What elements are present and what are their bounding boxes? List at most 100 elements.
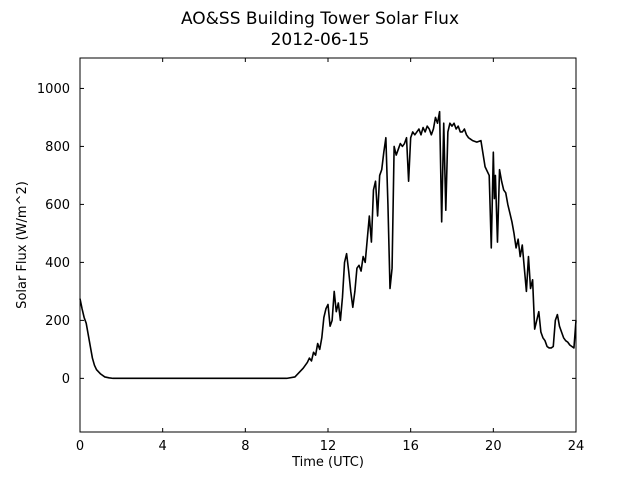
x-tick-label: 16 [402,439,419,454]
data-point [354,290,356,292]
data-point [325,308,327,310]
data-point [335,311,337,313]
x-tick-label: 0 [76,439,84,454]
data-point [571,346,573,347]
data-point [517,238,519,240]
data-point [94,364,95,366]
data-point [532,279,533,281]
data-point [87,334,89,336]
data-point [364,261,366,263]
data-point [313,351,314,353]
data-point [397,148,399,150]
data-point [453,122,455,124]
data-point [455,128,457,130]
data-point [329,325,331,327]
data-point [519,256,521,257]
data-point [542,337,544,339]
y-axis-label: Solar Flux (W/m^2) [15,181,30,309]
plot-area [80,58,576,432]
data-point [81,308,83,310]
data-point [104,376,106,378]
data-point [356,267,358,269]
data-point [433,128,434,130]
data-point [352,306,354,308]
data-point [112,377,114,379]
data-point [447,131,449,133]
data-point [523,267,525,269]
data-point [416,131,418,133]
data-point [528,256,529,257]
data-point [484,166,486,168]
data-point [521,244,523,246]
data-point [337,302,339,304]
data-point [472,140,474,142]
y-axis: 0 200 400 600 800 1000 [37,82,576,387]
data-point [530,288,531,289]
chart-subtitle: 2012-06-15 [271,30,370,50]
data-point [131,377,133,379]
data-point [443,122,445,124]
data-point [108,377,110,379]
data-point [306,362,308,363]
data-point [526,290,527,292]
data-point [317,343,319,344]
data-point [461,131,463,133]
data-point [457,125,459,127]
data-point [435,117,436,118]
data-point [497,241,498,243]
data-point [424,131,426,133]
data-point [162,377,164,379]
data-point [515,247,517,249]
data-point [379,175,381,176]
data-point [331,319,333,321]
data-point [567,341,569,343]
data-point [371,241,372,243]
data-point [385,137,387,139]
y-tick-label: 400 [45,256,70,271]
data-point [499,169,500,171]
data-point [302,367,304,369]
data-point [550,347,552,349]
data-point [507,204,509,205]
data-point [561,331,562,333]
data-point [387,204,389,205]
y-tick-label: 200 [45,314,70,329]
data-point [468,137,469,139]
x-tick-label: 24 [568,439,585,454]
data-point [573,347,575,349]
data-point [493,198,495,200]
data-point [559,325,560,327]
data-point [309,357,310,359]
data-point [244,377,246,379]
data-point [422,127,424,128]
data-point [348,270,350,272]
data-point [373,189,374,191]
data-point [100,373,102,375]
data-point [420,134,422,136]
chart-title: AO&SS Building Tower Solar Flux [181,9,459,29]
data-point [406,137,407,139]
data-point [534,328,536,330]
data-point [375,180,376,182]
data-point [362,256,364,257]
data-point [480,140,482,142]
data-point [412,131,414,133]
data-point [404,143,405,144]
data-point [490,247,492,249]
series-layer [79,110,577,380]
data-point [383,151,385,153]
data-point [315,354,316,356]
data-point [92,357,93,359]
data-point [548,347,550,349]
data-point [116,377,118,379]
data-point [439,111,440,113]
x-tick-label: 20 [485,439,502,454]
x-axis-label: Time (UTC) [291,455,364,470]
data-point [85,322,87,324]
data-point [381,169,383,171]
data-point [449,122,451,124]
data-point [426,125,428,127]
data-point [321,337,323,339]
data-point [323,317,325,318]
